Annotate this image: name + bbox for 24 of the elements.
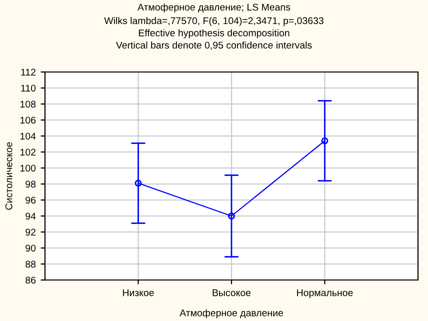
y-tick-label: 108	[20, 100, 36, 108]
y-tick-label: 96	[26, 196, 36, 204]
y-axis-title: Систолическое	[5, 142, 12, 210]
y-tick-label: 104	[20, 132, 36, 140]
point	[134, 180, 142, 187]
chart-title: Атмоферное давление; LS Means	[138, 3, 290, 13]
x-tick-label: Высокое	[212, 289, 251, 296]
y-tick-label: 112	[21, 68, 36, 76]
y-tick-label: 110	[21, 84, 36, 92]
x-tick-label: Нормальное	[297, 289, 353, 298]
y-tick-label: 98	[26, 180, 36, 188]
y-tick-label: 100	[20, 164, 36, 172]
y-tick-label: 92	[26, 228, 36, 236]
y-tick-label: 102	[20, 148, 36, 156]
y-tick-label: 88	[26, 260, 36, 268]
x-tick-label: Низкое	[123, 289, 154, 296]
chart-subtitle: Wilks lambda=,77570, F(6, 104)=2,3471, p=,03633 Effective hypothesis decomposition Vertical bars denote 0,95 confidence intervals	[104, 17, 324, 50]
y-tick-label: 86	[26, 276, 36, 284]
point	[228, 212, 235, 220]
y-tick-label: 94	[26, 212, 36, 220]
x-axis-title: Атмоферное давление	[180, 309, 283, 318]
point	[321, 137, 328, 144]
y-tick-label: 106	[20, 116, 36, 124]
y-tick-label: 90	[26, 244, 36, 252]
